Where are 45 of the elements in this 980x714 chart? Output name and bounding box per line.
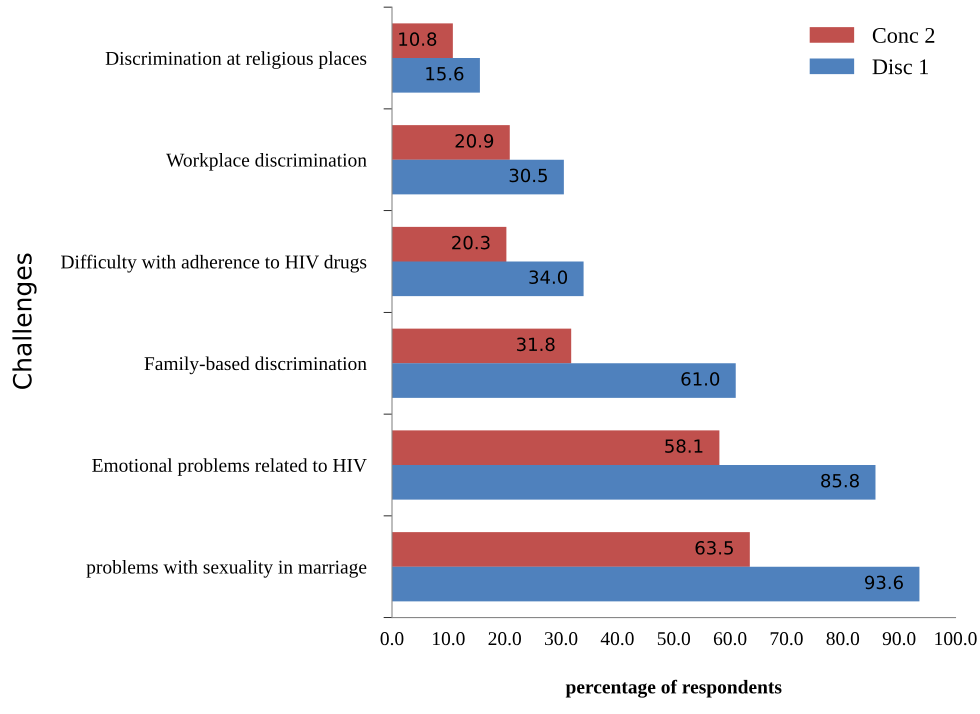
bar	[392, 430, 720, 465]
text: 20.9	[456, 134, 494, 148]
y-tick-label: Family-based discrimination	[144, 356, 367, 374]
x-tick-label: 70.0	[770, 632, 803, 646]
x-tick-label: 30.0	[544, 632, 578, 646]
x-tick-label: 10.0	[433, 632, 465, 646]
text: 61.0	[681, 372, 720, 386]
text: 85.8	[821, 474, 859, 488]
x-tick-label: 100.0	[935, 632, 977, 646]
y-tick-label: Emotional problems related to HIV	[92, 458, 367, 476]
legend-label: Disc 1	[872, 59, 928, 74]
text: 58.1	[665, 439, 702, 453]
bar	[392, 23, 453, 58]
bar	[392, 262, 584, 296]
text: 34.0	[529, 270, 568, 284]
y-tick-label: Difficulty with adherence to HIV drugs	[61, 254, 366, 273]
bar	[392, 160, 564, 194]
x-tick-label: 60.0	[714, 632, 746, 646]
bar	[392, 464, 876, 500]
bar	[392, 532, 750, 567]
text: 63.5	[696, 541, 733, 555]
x-tick-label: 0.0	[380, 632, 404, 646]
text: 15.6	[426, 66, 464, 81]
y-tick-label: Workplace discrimination	[166, 153, 367, 171]
text: 31.8	[517, 338, 555, 352]
x-axis-title: percentage of respondents	[566, 680, 782, 698]
bar	[392, 363, 736, 398]
bar	[392, 125, 510, 160]
y-tick-label: Discrimination at religious places	[106, 51, 366, 69]
x-tick-label: 50.0	[658, 632, 690, 646]
y-axis-title: Challenges	[12, 254, 37, 389]
bar	[392, 226, 506, 262]
bar	[392, 566, 920, 602]
y-tick-label: problems with sexuality in marriage	[86, 560, 366, 578]
text: 20.3	[452, 236, 490, 250]
x-tick-label: 20.0	[488, 632, 521, 646]
x-tick-label: 40.0	[600, 632, 634, 646]
text: 30.5	[510, 168, 547, 182]
text: 93.6	[865, 576, 903, 590]
bar	[392, 58, 480, 93]
bar	[392, 328, 572, 364]
x-tick-label: 90.0	[882, 632, 916, 646]
x-tick-label: 80.0	[826, 632, 860, 646]
text: 10.8	[399, 32, 436, 46]
legend-label: Conc 2	[872, 28, 934, 43]
